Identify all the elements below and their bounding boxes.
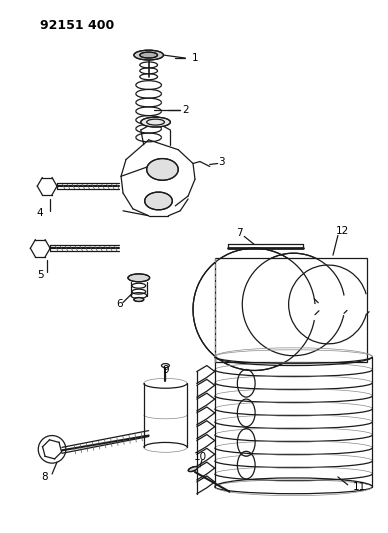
- Ellipse shape: [188, 466, 198, 472]
- Text: 11: 11: [353, 482, 366, 492]
- Text: 3: 3: [218, 157, 225, 166]
- Text: 5: 5: [37, 270, 43, 280]
- Text: 2: 2: [182, 106, 189, 115]
- Ellipse shape: [147, 159, 178, 180]
- Ellipse shape: [128, 274, 150, 282]
- Text: 10: 10: [193, 452, 206, 462]
- Text: 9: 9: [162, 366, 169, 375]
- Text: 4: 4: [37, 208, 43, 218]
- Ellipse shape: [140, 52, 158, 58]
- Text: 1: 1: [192, 53, 198, 63]
- Text: 6: 6: [116, 300, 122, 310]
- Text: 92151 400: 92151 400: [40, 19, 114, 32]
- Bar: [215, 258, 367, 361]
- Text: 8: 8: [41, 472, 47, 482]
- Ellipse shape: [134, 297, 144, 302]
- Text: 12: 12: [336, 225, 350, 236]
- Ellipse shape: [141, 117, 170, 127]
- Ellipse shape: [134, 50, 163, 60]
- Ellipse shape: [145, 192, 172, 210]
- Text: 7: 7: [236, 229, 242, 238]
